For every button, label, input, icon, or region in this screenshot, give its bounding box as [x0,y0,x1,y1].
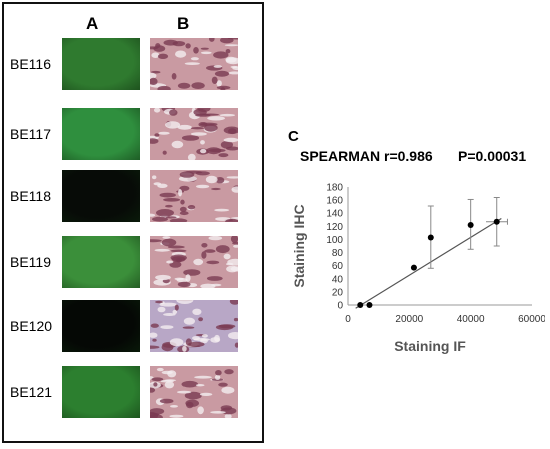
y-tick-label: 40 [332,274,344,285]
y-tick-label: 100 [326,235,343,246]
p-value-label: P=0.00031 [458,148,527,164]
histology-image [150,300,238,352]
data-point [427,234,434,241]
x-tick-label: 40000 [457,314,485,325]
column-b-label: B [177,14,190,33]
fluorescence-image [62,108,140,160]
spearman-label: SPEARMAN r=0.986 [300,148,433,164]
panel-ab-frame [2,2,264,443]
sample-label: BE119 [10,254,51,270]
scatter-chart: 0 20000 40000 60000 0 20 40 60 80 100 120 140 160 180… [291,183,545,355]
data-point [410,264,417,271]
x-tick-label: 60000 [518,314,545,325]
trend-line [355,217,502,309]
data-point [467,222,474,229]
sample-label: BE120 [10,318,53,334]
x-tick-label: 20000 [395,314,423,325]
fluorescence-image [62,300,140,352]
fluorescence-image [62,38,140,90]
fluorescence-image [62,236,140,288]
histology-image [150,170,238,222]
data-point [366,302,373,308]
y-axis-label: Staining IHC [291,204,307,287]
histology-image [150,236,238,288]
panel-c-label: C [288,128,299,145]
y-tick-label: 80 [332,248,344,259]
data-point [357,302,364,308]
y-tick-label: 120 [326,222,343,233]
y-tick-label: 180 [326,183,343,194]
fluorescence-image [62,170,140,222]
x-axis-label: Staining IF [394,338,466,354]
y-tick-label: 140 [326,209,343,220]
y-tick-label: 20 [332,287,344,298]
histology-image [150,38,238,90]
x-tick-label: 0 [345,314,351,325]
sample-label: BE118 [10,188,51,204]
sample-label: BE116 [10,56,51,72]
fluorescence-image [62,366,140,418]
y-tick-label: 0 [337,301,343,312]
data-point [493,218,500,225]
column-a-label: A [86,14,99,33]
y-tick-label: 60 [332,261,344,272]
sample-label: BE117 [10,126,51,142]
histology-image [150,366,238,418]
sample-label: BE121 [10,384,53,400]
y-tick-label: 160 [326,196,343,207]
histology-image [150,108,238,160]
